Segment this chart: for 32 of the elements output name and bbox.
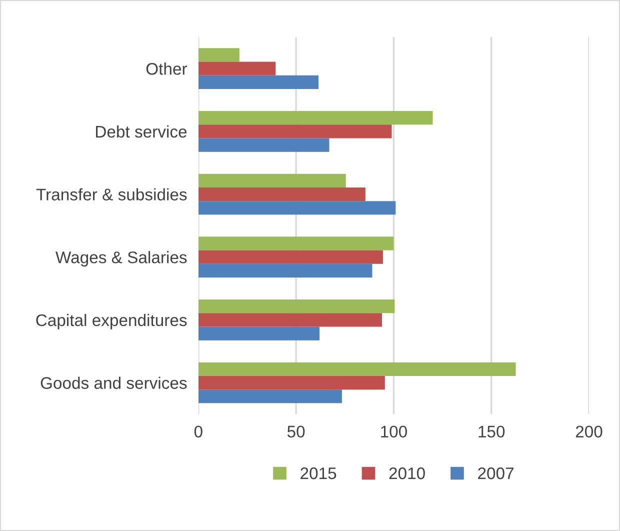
bar: [198, 264, 372, 278]
x-tick-label: 0: [194, 426, 202, 438]
bar: [198, 201, 396, 215]
y-tick-label: Wages & Salaries: [56, 251, 187, 267]
bar: [198, 138, 330, 152]
y-tick-label: Goods and services: [40, 376, 187, 389]
bar: [198, 62, 276, 76]
y-tick-label: Other: [146, 62, 188, 75]
x-tick-label: 200: [576, 426, 602, 438]
x-tick-label: 50: [287, 426, 305, 438]
bar: [198, 376, 385, 390]
y-tick-label: Debt service: [96, 125, 187, 138]
bar: [198, 300, 395, 314]
bar: [198, 187, 366, 202]
bar: [198, 313, 382, 327]
bar: [198, 236, 394, 250]
bar: [198, 174, 346, 188]
x-tick-label: 100: [381, 426, 407, 438]
bar: [198, 326, 320, 340]
bar: [198, 111, 433, 125]
x-tick-label: 150: [478, 426, 505, 438]
bar: [198, 124, 392, 138]
bar: [198, 250, 383, 264]
legend-label: 2010: [389, 467, 425, 480]
legend-label: 2007: [478, 467, 514, 480]
bar: [198, 48, 240, 62]
y-tick-label: Transfer & subsidies: [36, 188, 187, 200]
bar: [198, 362, 516, 376]
y-tick-label: Capital expenditures: [36, 314, 187, 330]
bar: [198, 75, 319, 90]
bar: [198, 390, 342, 404]
legend-label: 2015: [300, 467, 336, 480]
